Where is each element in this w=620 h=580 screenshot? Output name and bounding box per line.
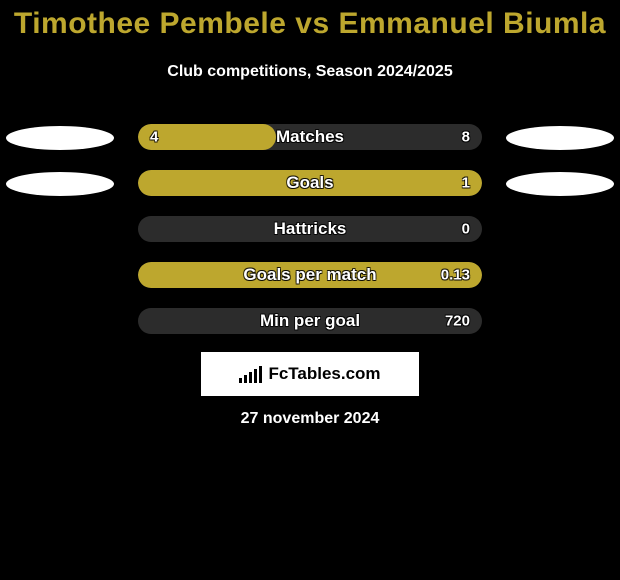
stat-value-right: 8 bbox=[462, 129, 470, 146]
player1-name: Timothee Pembele bbox=[14, 7, 287, 40]
stat-row: Hattricks0 bbox=[0, 214, 620, 244]
stat-value-right: 720 bbox=[445, 313, 470, 330]
left-ellipse bbox=[6, 126, 114, 150]
stat-value-right: 1 bbox=[462, 175, 470, 192]
stat-bar: Goals1 bbox=[138, 170, 482, 196]
stat-value-right: 0 bbox=[462, 221, 470, 238]
stat-row: Goals per match0.13 bbox=[0, 260, 620, 290]
left-ellipse bbox=[6, 172, 114, 196]
subtitle: Club competitions, Season 2024/2025 bbox=[0, 63, 620, 81]
stat-bar: 4Matches8 bbox=[138, 124, 482, 150]
player2-name: Emmanuel Biumla bbox=[339, 7, 607, 40]
stat-label: Goals bbox=[138, 173, 482, 193]
stat-label: Goals per match bbox=[138, 265, 482, 285]
right-ellipse bbox=[506, 172, 614, 196]
logo-text: FcTables.com bbox=[268, 364, 380, 384]
page-title: Timothee Pembele vs Emmanuel Biumla bbox=[0, 7, 620, 41]
stat-label: Min per goal bbox=[138, 311, 482, 331]
date-text: 27 november 2024 bbox=[0, 410, 620, 428]
right-ellipse bbox=[506, 126, 614, 150]
stat-bar: Min per goal720 bbox=[138, 308, 482, 334]
logo-bars-icon bbox=[239, 365, 262, 383]
stat-bar: Hattricks0 bbox=[138, 216, 482, 242]
stat-label: Hattricks bbox=[138, 219, 482, 239]
stat-row: Goals1 bbox=[0, 168, 620, 198]
fctables-logo: FcTables.com bbox=[201, 352, 419, 396]
stat-bar: Goals per match0.13 bbox=[138, 262, 482, 288]
stat-value-right: 0.13 bbox=[441, 267, 470, 284]
vs-text: vs bbox=[286, 7, 338, 40]
stat-label: Matches bbox=[138, 127, 482, 147]
stat-row: Min per goal720 bbox=[0, 306, 620, 336]
stat-row: 4Matches8 bbox=[0, 122, 620, 152]
